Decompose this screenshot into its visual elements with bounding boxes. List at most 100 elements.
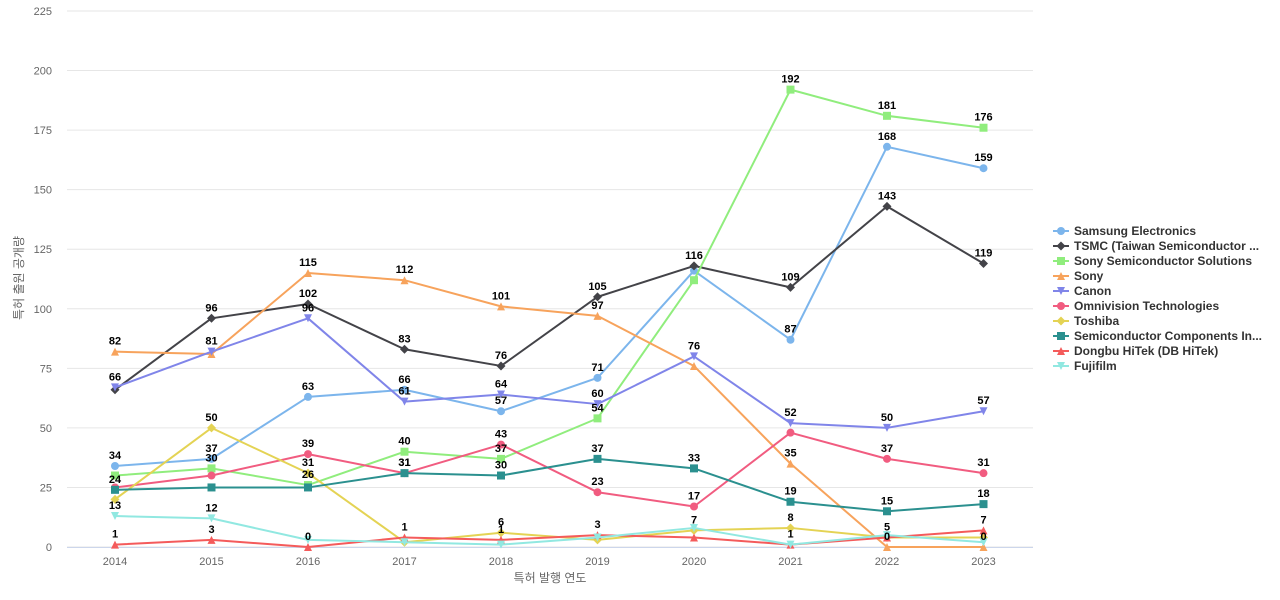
data-label: 24	[109, 474, 122, 486]
data-label: 64	[495, 379, 508, 391]
y-tick-label: 0	[46, 542, 52, 554]
data-point	[111, 512, 119, 521]
data-point	[400, 385, 409, 394]
data-point	[304, 543, 312, 551]
data-point	[207, 313, 216, 323]
data-label: 192	[781, 74, 799, 86]
data-label: 0	[980, 531, 986, 543]
data-label: 1	[112, 529, 118, 541]
data-point	[400, 447, 409, 456]
series-line	[114, 426, 984, 544]
data-label: 97	[591, 300, 603, 312]
data-label: 66	[398, 374, 410, 386]
data-label: 30	[205, 452, 217, 464]
x-tick-label: 2014	[103, 556, 127, 568]
data-point	[979, 259, 988, 269]
data-point	[690, 502, 698, 511]
data-point	[882, 201, 892, 211]
data-label: 116	[685, 250, 703, 262]
data-label: 30	[495, 460, 507, 472]
legend-item-omnivision-technologies[interactable]: Omnivision Technologies	[1053, 299, 1219, 313]
data-label: 7	[980, 514, 986, 526]
legend-marker	[1057, 362, 1065, 370]
y-axis-ticks: 0 25 50 75 100 125 150 175 200 225	[34, 6, 52, 554]
data-label: 19	[784, 486, 796, 498]
legend-item-samsung-electronics[interactable]: Samsung Electronics	[1053, 224, 1196, 238]
data-point	[690, 266, 698, 275]
data-label: 96	[205, 302, 217, 314]
data-point	[593, 373, 602, 382]
data-point	[593, 454, 602, 463]
data-label: 31	[398, 457, 410, 469]
data-point	[304, 483, 312, 492]
legend-item-sony[interactable]: Sony	[1053, 269, 1104, 283]
series-line	[114, 145, 984, 468]
data-point	[303, 468, 313, 478]
data-label: 40	[398, 436, 410, 448]
series-omnivision-technologies	[111, 428, 988, 511]
legend-item-tsmc-taiwan-semiconductor[interactable]: TSMC (Taiwan Semiconductor ...	[1053, 239, 1259, 253]
data-label: 3	[208, 524, 214, 536]
data-point	[883, 531, 891, 540]
data-label: 8	[787, 512, 793, 524]
legend-item-toshiba[interactable]: Toshiba	[1053, 314, 1119, 328]
data-point	[979, 123, 988, 132]
y-tick-label: 200	[34, 66, 52, 78]
data-point	[496, 361, 506, 371]
legend-item-semiconductor-components-in[interactable]: Semiconductor Components In...	[1053, 329, 1262, 343]
data-point	[400, 276, 409, 285]
data-label: 102	[299, 288, 317, 300]
data-point	[690, 464, 698, 473]
data-point	[690, 276, 698, 285]
data-point	[883, 111, 891, 120]
data-label: 176	[974, 112, 992, 124]
series-canon	[111, 314, 988, 432]
legend-label: Samsung Electronics	[1074, 224, 1196, 238]
series-toshiba	[110, 423, 988, 547]
data-label: 5	[884, 521, 890, 533]
data-label: 12	[205, 502, 217, 514]
data-label: 3	[594, 519, 600, 531]
data-point	[497, 407, 505, 416]
legend-item-fujifilm[interactable]: Fujifilm	[1053, 359, 1117, 373]
data-label: 34	[109, 450, 122, 462]
data-label: 33	[688, 452, 700, 464]
data-point	[497, 390, 505, 399]
series-fujifilm	[111, 512, 988, 549]
data-point	[979, 469, 988, 478]
data-label: 87	[784, 324, 796, 336]
data-label: 81	[205, 336, 217, 348]
data-point	[400, 538, 409, 547]
data-point	[786, 85, 795, 94]
data-point	[689, 261, 699, 271]
x-tick-label: 2017	[392, 556, 416, 568]
y-tick-label: 225	[34, 6, 52, 18]
data-point	[786, 459, 795, 468]
data-point	[497, 540, 505, 549]
x-tick-label: 2016	[296, 556, 320, 568]
data-point	[786, 282, 795, 292]
legend-item-canon[interactable]: Canon	[1053, 284, 1111, 298]
x-tick-label: 2018	[489, 556, 513, 568]
data-point	[593, 400, 602, 409]
legend-marker	[1057, 347, 1065, 355]
data-point	[207, 483, 216, 492]
x-tick-label: 2020	[682, 556, 706, 568]
data-point	[207, 423, 216, 433]
x-tick-label: 2021	[778, 556, 802, 568]
data-point	[304, 535, 312, 544]
data-label: 0	[884, 531, 890, 543]
data-point	[786, 335, 795, 344]
data-point	[690, 352, 698, 361]
data-point	[593, 311, 602, 320]
data-point	[110, 494, 120, 504]
data-label: 1	[401, 521, 407, 533]
data-point	[207, 464, 216, 473]
data-point	[593, 533, 602, 542]
legend-marker	[1057, 257, 1065, 265]
legend-item-dongbu-hitek-db-hitek[interactable]: Dongbu HiTek (DB HiTek)	[1053, 344, 1218, 358]
data-label: 31	[302, 457, 314, 469]
series-line	[114, 529, 984, 548]
legend-item-sony-semiconductor-solutions[interactable]: Sony Semiconductor Solutions	[1053, 254, 1252, 268]
